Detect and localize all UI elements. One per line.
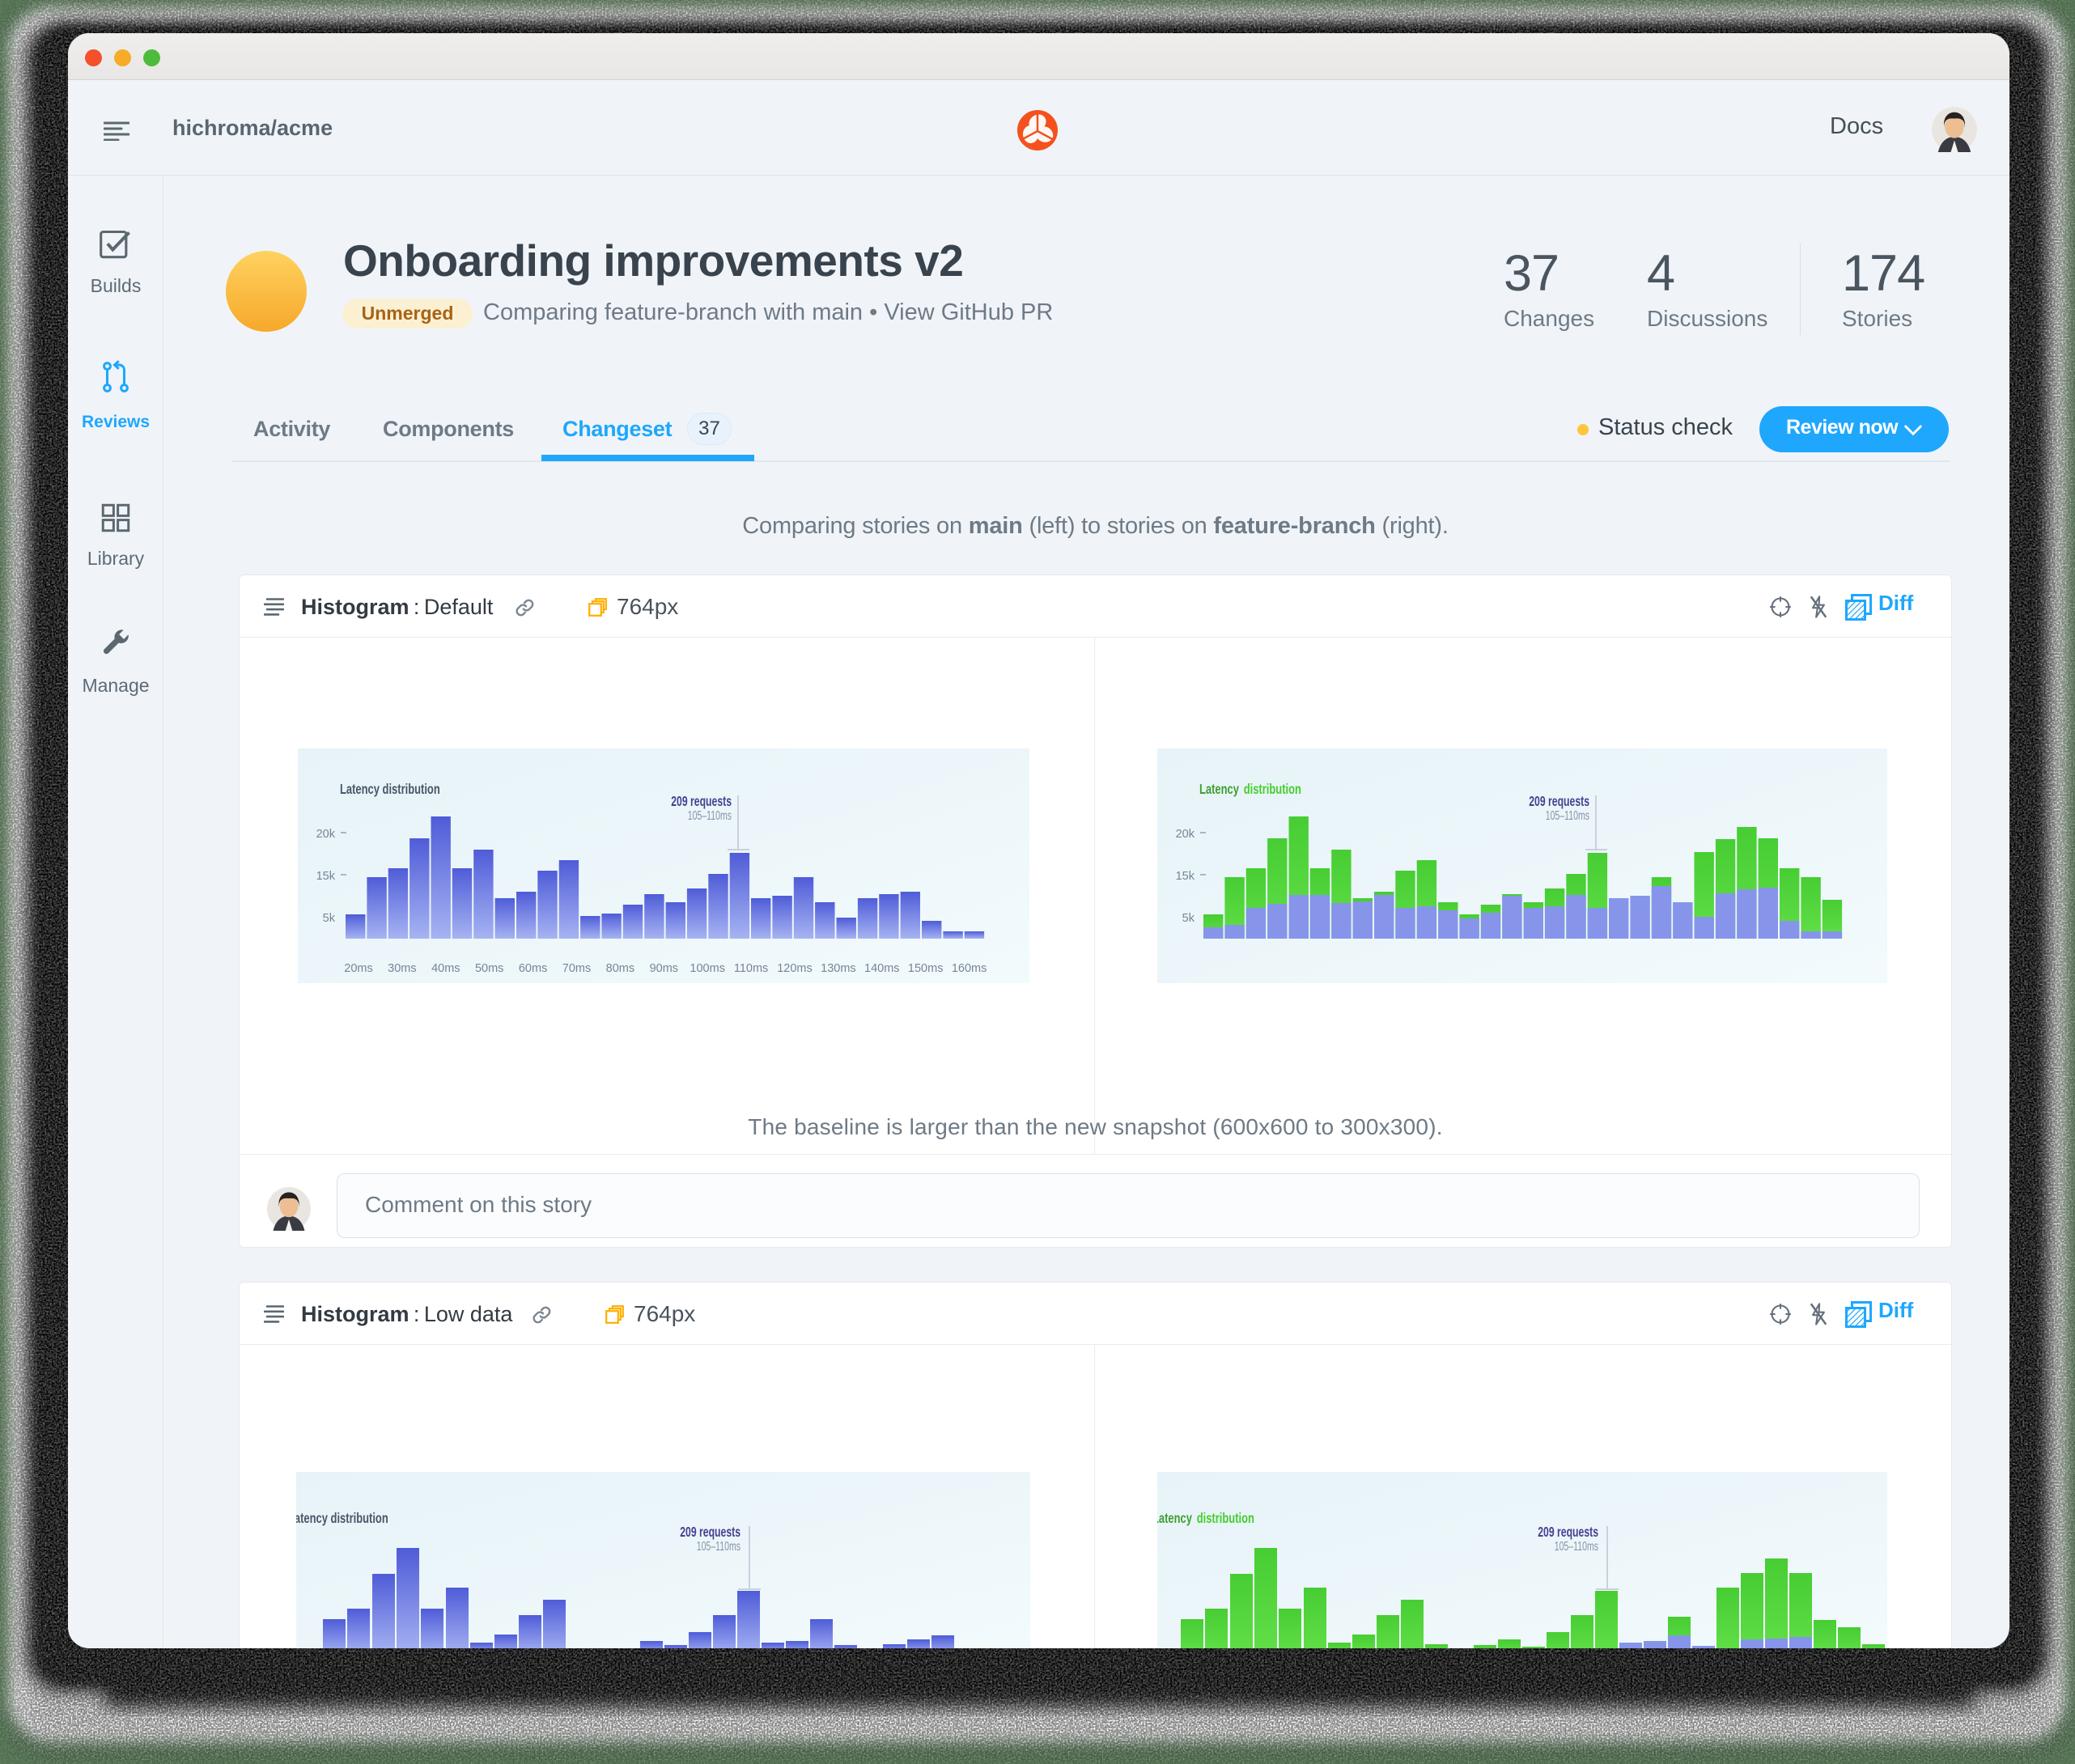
svg-text:70ms: 70ms xyxy=(562,962,591,975)
svg-text:20ms: 20ms xyxy=(344,962,372,975)
svg-text:209 requests: 209 requests xyxy=(680,1524,740,1541)
svg-text:5k: 5k xyxy=(1182,912,1195,925)
svg-text:105–110ms: 105–110ms xyxy=(1546,808,1590,823)
svg-text:Latency: Latency xyxy=(1199,782,1239,798)
svg-text:150ms: 150ms xyxy=(908,962,944,975)
svg-text:distribution: distribution xyxy=(1244,782,1301,798)
svg-text:5k: 5k xyxy=(323,912,336,925)
svg-text:110ms: 110ms xyxy=(734,962,768,975)
svg-text:40ms: 40ms xyxy=(431,962,460,975)
svg-text:distribution: distribution xyxy=(1197,1511,1254,1527)
svg-text:209 requests: 209 requests xyxy=(1529,794,1589,810)
svg-text:60ms: 60ms xyxy=(519,962,547,975)
svg-text:209 requests: 209 requests xyxy=(671,794,732,810)
svg-text:80ms: 80ms xyxy=(606,962,634,975)
svg-text:209 requests: 209 requests xyxy=(1538,1524,1598,1541)
svg-text:15k: 15k xyxy=(1176,870,1195,883)
svg-text:50ms: 50ms xyxy=(475,962,503,975)
svg-text:Latency distribution: Latency distribution xyxy=(340,782,440,798)
svg-text:105–110ms: 105–110ms xyxy=(688,808,732,823)
svg-text:30ms: 30ms xyxy=(388,962,416,975)
svg-text:Latency: Latency xyxy=(1157,1511,1192,1527)
svg-text:20k: 20k xyxy=(1176,828,1195,841)
svg-text:100ms: 100ms xyxy=(690,962,725,975)
svg-text:120ms: 120ms xyxy=(777,962,813,975)
svg-text:20k: 20k xyxy=(316,828,336,841)
svg-text:90ms: 90ms xyxy=(650,962,678,975)
svg-text:140ms: 140ms xyxy=(864,962,900,975)
svg-text:105–110ms: 105–110ms xyxy=(697,1539,741,1554)
svg-text:15k: 15k xyxy=(316,870,336,883)
svg-text:160ms: 160ms xyxy=(952,962,987,975)
svg-text:130ms: 130ms xyxy=(821,962,856,975)
svg-text:Latency distribution: Latency distribution xyxy=(296,1511,388,1527)
svg-text:105–110ms: 105–110ms xyxy=(1555,1539,1599,1554)
